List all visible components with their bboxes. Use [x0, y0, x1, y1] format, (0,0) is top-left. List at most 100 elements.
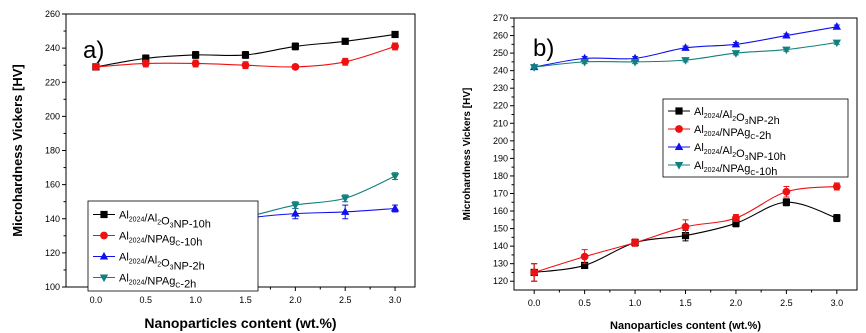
y-axis-title: Microhardness Vickers [HV]	[462, 88, 473, 221]
data-point	[291, 62, 300, 71]
legend-label: Al2024/Al2O3NP-2h	[694, 106, 780, 127]
legend-marker	[99, 251, 109, 260]
y-tick-label: 250	[493, 48, 508, 58]
legend-marker	[674, 142, 684, 150]
legend-label-part: Al	[119, 273, 129, 285]
y-tick-label: 270	[493, 13, 508, 23]
legend-label: Al2024/NPAgC-2h	[119, 273, 196, 291]
legend-label-part: O	[161, 216, 170, 228]
x-tick-label: 0.5	[578, 298, 591, 308]
y-tick-label: 200	[45, 111, 60, 121]
legend-label-part: 3	[170, 223, 174, 230]
legend-label-part: -2h	[180, 279, 196, 291]
legend-label-part: O	[736, 148, 745, 160]
legend-label: Al2024/Al2O3NP-2h	[119, 252, 205, 273]
x-tick-label: 0.0	[528, 298, 541, 308]
y-tick-label: 100	[45, 282, 60, 292]
legend-label-part: 3	[745, 119, 749, 126]
data-point	[681, 57, 690, 65]
legend-label: Al2024/NPAgC-10h	[694, 160, 777, 178]
data-point	[390, 203, 400, 212]
legend-box	[662, 98, 849, 178]
legend-marker	[99, 274, 109, 283]
y-tick-label: 210	[493, 118, 508, 128]
y-axis-title: Microhardness Vickers [HV]	[10, 64, 25, 236]
data-point	[191, 59, 200, 68]
data-point	[529, 64, 539, 72]
legend-label: Al2024/Al2O3NP-10h	[119, 210, 211, 231]
data-point	[391, 30, 399, 39]
x-tick-label: 1.0	[189, 295, 202, 305]
legend: Al2024/Al2O3NP-2hAl2024/NPAgC-2hAl2024/A…	[662, 98, 849, 178]
legend-label-part: C	[750, 134, 755, 141]
data-point	[390, 173, 400, 181]
x-tick-label: 0.0	[90, 295, 103, 305]
legend-label-part: 3	[170, 265, 174, 272]
y-tick-label: 190	[493, 153, 508, 163]
data-point	[731, 50, 741, 58]
legend-label-part: /Al	[719, 109, 732, 121]
x-tick-label: 1.0	[629, 298, 642, 308]
legend-label: Al2024/Al2O3NP-10h	[694, 142, 786, 163]
y-tick-label: 120	[493, 276, 508, 286]
data-point	[580, 252, 589, 261]
y-tick-label: 260	[45, 9, 60, 19]
series-2	[92, 42, 399, 71]
legend-label-part: /NPAg	[144, 234, 175, 246]
panel-label: a)	[83, 37, 104, 64]
x-tick-label: 2.0	[730, 298, 743, 308]
legend-item: Al2024/NPAgC-10h	[668, 160, 777, 178]
y-tick-label: 140	[45, 214, 60, 224]
data-point	[92, 62, 100, 71]
y-tick-label: 140	[493, 241, 508, 251]
data-point	[631, 238, 639, 247]
series-4	[529, 39, 842, 72]
y-tick-label: 260	[493, 31, 508, 41]
y-tick-label: 130	[493, 259, 508, 269]
series-2	[530, 182, 841, 282]
legend-label-part: /NPAg	[144, 276, 175, 288]
x-axis-title: Nanoparticles content (wt.%)	[144, 315, 336, 331]
legend-box	[87, 200, 259, 292]
legend-label-part: 2	[157, 262, 161, 269]
data-point	[732, 219, 740, 227]
data-point	[192, 51, 200, 59]
x-axis-title: Nanoparticles content (wt.%)	[610, 320, 761, 332]
legend-label-part: Al	[694, 160, 704, 172]
legend-label-part: 2024	[704, 131, 720, 138]
legend-label-part: 2	[732, 152, 736, 159]
legend-label-part: /NPAg	[719, 163, 750, 175]
y-tick-label: 200	[493, 136, 508, 146]
data-point	[681, 222, 690, 231]
data-point	[731, 39, 741, 48]
panel-label: b)	[533, 35, 554, 62]
legend-label-part: 2024	[129, 217, 145, 224]
legend-label-part: Al	[694, 106, 704, 118]
legend-label-part: /Al	[719, 145, 732, 157]
data-point	[782, 198, 790, 206]
legend-label-part: -10h	[755, 166, 777, 178]
data-point	[580, 58, 589, 67]
legend-label-part: NP-10h	[174, 219, 211, 231]
legend-label-part: O	[736, 112, 745, 124]
legend-marker	[675, 107, 683, 115]
legend-label-part: 2024	[704, 149, 720, 156]
legend-label-part: 2	[157, 220, 161, 227]
legend-label-part: 3	[745, 155, 749, 162]
legend-label-part: 2	[732, 116, 736, 123]
data-point	[241, 61, 250, 70]
y-tick-label: 120	[45, 248, 60, 258]
x-tick-label: 3.0	[389, 295, 402, 305]
x-tick-label: 2.0	[289, 295, 302, 305]
x-tick-label: 1.5	[239, 295, 252, 305]
legend-item: Al2024/Al2O3NP-10h	[668, 142, 786, 163]
legend-label: Al2024/NPAgC-2h	[694, 124, 771, 142]
legend-label-part: NP-10h	[749, 151, 786, 163]
legend-marker	[100, 231, 108, 240]
legend-label-part: 2024	[129, 238, 145, 245]
legend-label: Al2024/NPAgC-10h	[119, 231, 202, 249]
y-tick-label: 180	[493, 171, 508, 181]
data-point	[630, 58, 640, 67]
